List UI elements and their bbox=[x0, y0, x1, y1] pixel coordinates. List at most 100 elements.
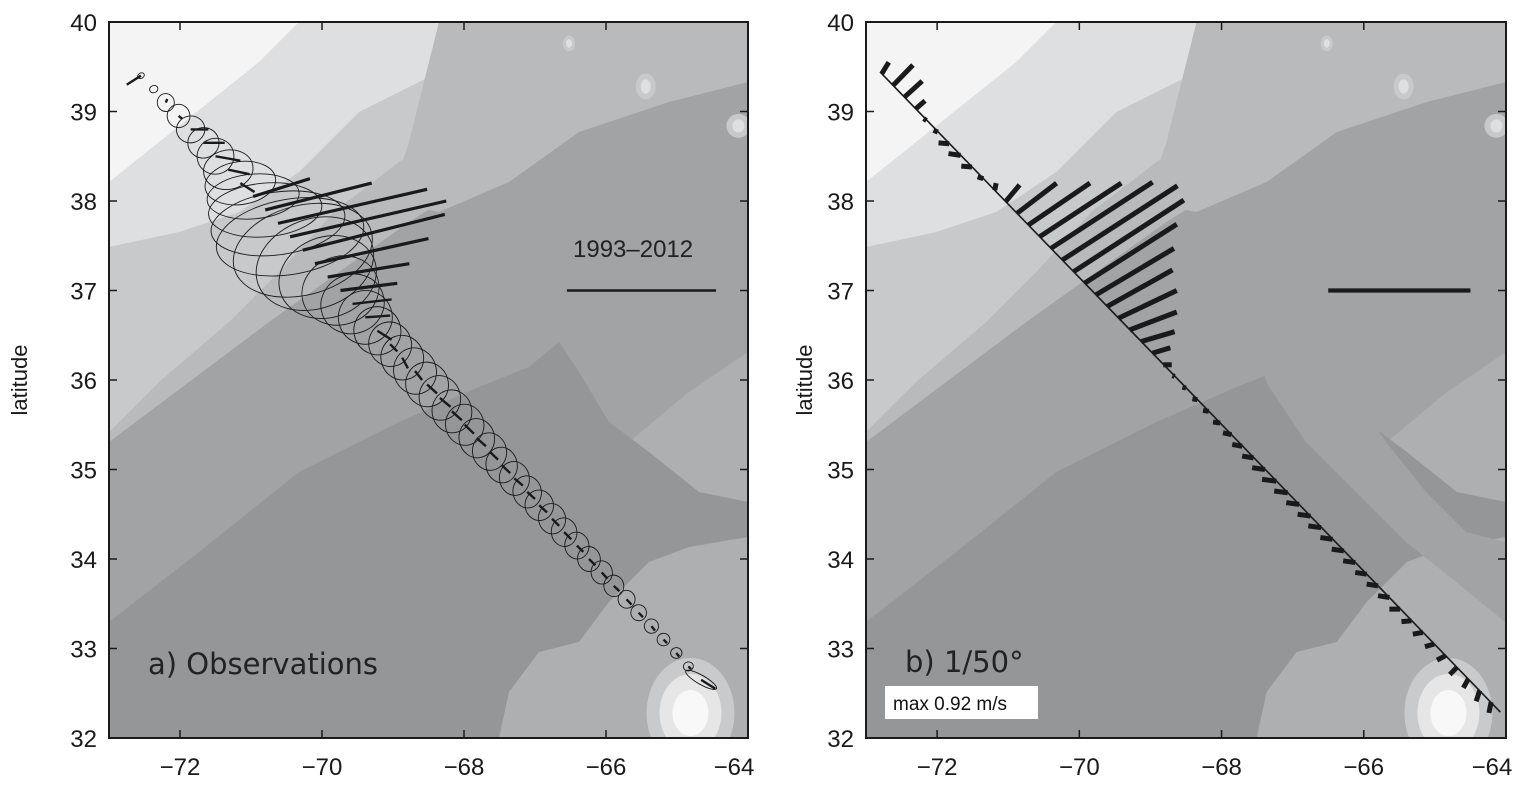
variance-ellipse bbox=[393, 347, 437, 395]
y-tick-label: 39 bbox=[70, 100, 97, 127]
max-speed-box bbox=[885, 686, 1038, 719]
velocity-vector bbox=[215, 155, 241, 162]
velocity-vector bbox=[1128, 309, 1178, 333]
velocity-vector bbox=[177, 115, 183, 120]
variance-ellipse bbox=[617, 589, 636, 609]
velocity-vector bbox=[576, 544, 585, 553]
variance-ellipse bbox=[538, 503, 567, 535]
velocity-vector bbox=[1026, 181, 1092, 228]
velocity-vector bbox=[932, 127, 939, 135]
x-tick-label: −64 bbox=[714, 754, 755, 781]
velocity-vector bbox=[700, 678, 716, 690]
y-tick-label: 35 bbox=[70, 458, 97, 485]
y-tick-label: 36 bbox=[827, 368, 854, 395]
velocity-vector bbox=[687, 665, 693, 670]
plot-area bbox=[109, 22, 748, 738]
velocity-vector bbox=[914, 98, 927, 111]
velocity-vector bbox=[414, 370, 424, 381]
velocity-vector bbox=[463, 423, 475, 435]
bathymetry-seamount bbox=[1430, 689, 1467, 736]
variance-ellipse bbox=[203, 149, 254, 190]
variance-ellipse bbox=[380, 334, 425, 381]
velocity-vector bbox=[1202, 407, 1210, 414]
velocity-vector bbox=[1261, 476, 1277, 484]
velocity-vector bbox=[352, 298, 392, 306]
velocity-vector bbox=[1072, 198, 1186, 274]
velocity-vector bbox=[1342, 558, 1356, 566]
velocity-vector bbox=[902, 79, 924, 100]
velocity-vector bbox=[1049, 180, 1154, 251]
variance-ellipse bbox=[204, 160, 277, 206]
x-tick-label: −64 bbox=[1472, 754, 1513, 781]
variance-ellipse bbox=[445, 403, 485, 446]
variance-ellipse bbox=[149, 85, 159, 94]
velocity-vector bbox=[426, 383, 438, 395]
max-speed-label: max 0.92 m/s bbox=[893, 694, 1007, 715]
variance-ellipse bbox=[301, 255, 380, 326]
velocity-vector bbox=[327, 262, 410, 279]
velocity-vector bbox=[376, 329, 393, 341]
variance-ellipse bbox=[682, 661, 694, 672]
velocity-vector bbox=[625, 598, 633, 606]
velocity-vector bbox=[439, 396, 452, 408]
variance-ellipse bbox=[196, 137, 235, 175]
velocity-vector bbox=[1171, 373, 1176, 379]
variance-ellipse bbox=[685, 669, 718, 690]
velocity-vector bbox=[1038, 181, 1123, 239]
velocity-vector bbox=[612, 584, 621, 593]
velocity-vector bbox=[675, 652, 681, 658]
velocity-vector bbox=[1424, 641, 1435, 650]
variance-ellipse bbox=[210, 190, 346, 257]
y-tick-label: 37 bbox=[70, 279, 97, 306]
velocity-vector bbox=[340, 281, 398, 293]
velocity-vector bbox=[922, 116, 928, 123]
variance-ellipse bbox=[353, 306, 402, 356]
y-axis-title: latitude bbox=[7, 345, 32, 416]
variance-ellipse bbox=[208, 182, 323, 238]
variance-ellipse bbox=[512, 475, 542, 509]
velocity-vector bbox=[1003, 183, 1022, 204]
velocity-vector bbox=[1273, 488, 1289, 496]
velocity-vector bbox=[662, 638, 668, 644]
y-tick-label: 32 bbox=[70, 726, 97, 753]
bathymetry-contour bbox=[389, 22, 748, 212]
panel-label: b) 1/50° bbox=[905, 645, 1024, 679]
y-tick-label: 33 bbox=[827, 637, 854, 664]
variance-ellipse bbox=[603, 574, 625, 598]
bathymetry-seamount bbox=[640, 79, 651, 94]
velocity-vector bbox=[1212, 419, 1221, 426]
velocity-vector bbox=[976, 174, 985, 182]
bathymetry-contour bbox=[1256, 292, 1505, 622]
variance-ellipse bbox=[166, 103, 191, 129]
variance-ellipse bbox=[255, 216, 375, 311]
transect-line bbox=[879, 71, 1501, 713]
velocity-vector bbox=[1181, 384, 1187, 391]
velocity-vector bbox=[1285, 500, 1300, 507]
velocity-vector bbox=[1435, 653, 1447, 663]
velocity-vector bbox=[538, 504, 548, 514]
velocity-vector bbox=[239, 182, 256, 194]
velocity-vector bbox=[451, 410, 463, 422]
velocity-vector bbox=[938, 140, 950, 147]
panel-a-observations: 1993–2012 a) Observations −72 −70 −68 −66 −64 3… bbox=[7, 10, 754, 781]
velocity-vector bbox=[1151, 345, 1172, 356]
variance-ellipse bbox=[656, 632, 671, 647]
y-tick-label: 38 bbox=[827, 189, 854, 216]
velocity-vector bbox=[1231, 441, 1243, 449]
velocity-vector bbox=[1060, 183, 1179, 263]
velocity-vector bbox=[1222, 430, 1233, 438]
y-tick-label: 36 bbox=[70, 368, 97, 395]
y-tick-label: 37 bbox=[827, 279, 854, 306]
velocity-vector bbox=[1140, 329, 1176, 344]
velocity-vector bbox=[302, 212, 446, 252]
bathymetry-seamount bbox=[732, 119, 745, 133]
velocity-vector bbox=[264, 181, 373, 212]
velocity-vector bbox=[526, 490, 536, 500]
velocity-vector bbox=[1297, 511, 1311, 519]
velocity-vector bbox=[1401, 618, 1412, 625]
bathymetry-contour bbox=[109, 22, 299, 182]
velocity-vector bbox=[948, 151, 961, 158]
bathymetry-seamount bbox=[672, 689, 709, 736]
bathymetry-seamount bbox=[566, 39, 573, 48]
velocity-vector bbox=[563, 531, 573, 541]
